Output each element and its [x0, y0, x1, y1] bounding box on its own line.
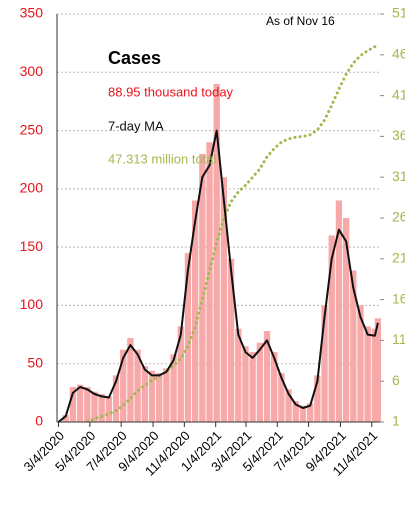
bar — [285, 389, 292, 422]
bar — [105, 396, 113, 422]
bar — [163, 368, 170, 422]
bar — [242, 346, 249, 422]
y2-tick-label: 36 — [392, 127, 405, 143]
bar — [227, 258, 235, 422]
y-tick-label: 100 — [20, 296, 44, 312]
bar — [220, 177, 228, 422]
bar — [235, 328, 242, 422]
annotation: 47.313 million total — [108, 151, 217, 166]
bar — [76, 384, 84, 422]
y2-tick-label: 6 — [392, 372, 400, 388]
annotation: 7-day MA — [108, 118, 164, 133]
y-tick-label: 200 — [20, 180, 44, 196]
bar — [364, 326, 371, 422]
bar — [350, 270, 357, 422]
y2-tick-label: 46 — [392, 46, 405, 62]
bar — [84, 387, 91, 422]
bar — [127, 338, 134, 422]
bar — [191, 200, 199, 422]
y2-tick-label: 16 — [392, 290, 405, 306]
y2-tick-label: 26 — [392, 209, 405, 225]
bar — [278, 373, 285, 422]
bar — [199, 153, 206, 422]
y2-tick-label: 21 — [392, 250, 405, 266]
bar — [307, 403, 314, 422]
bar — [314, 375, 321, 422]
bar — [299, 405, 307, 422]
bar — [342, 218, 350, 422]
cumulative-line — [83, 42, 380, 422]
annotation: 88.95 thousand today — [108, 84, 234, 99]
y-tick-label: 250 — [20, 121, 44, 137]
y-tick-label: 300 — [20, 63, 44, 79]
ma-line — [57, 129, 379, 422]
bar — [112, 375, 120, 422]
bar — [263, 331, 271, 422]
bar — [98, 394, 105, 422]
bar — [120, 349, 127, 422]
y-tick-label: 50 — [27, 354, 43, 370]
bar — [271, 352, 278, 422]
bar — [148, 370, 156, 422]
bar — [156, 373, 163, 422]
y2-tick-label: 11 — [392, 331, 405, 347]
bar — [292, 401, 299, 422]
bar — [184, 252, 192, 422]
bar — [256, 342, 263, 422]
chart-title: Cases — [108, 48, 161, 68]
bar — [213, 83, 220, 422]
bar — [134, 349, 141, 422]
annotation: As of Nov 16 — [266, 14, 335, 28]
bar — [177, 326, 184, 422]
bar — [91, 391, 98, 422]
bar — [62, 415, 69, 422]
y2-tick-label: 51 — [392, 5, 405, 21]
bar — [69, 387, 77, 422]
bar — [374, 318, 381, 422]
bar — [335, 200, 343, 422]
bar — [249, 352, 256, 422]
bar — [170, 354, 177, 422]
y2-tick-label: 1 — [392, 413, 400, 429]
bar — [357, 305, 364, 422]
bar — [141, 366, 148, 422]
y-tick-label: 350 — [20, 5, 44, 21]
y2-tick-label: 41 — [392, 86, 405, 102]
bar — [206, 142, 213, 422]
y-tick-label: 150 — [20, 238, 44, 254]
bar — [328, 235, 335, 422]
bar — [321, 305, 328, 422]
y-tick-label: 0 — [35, 413, 43, 429]
y2-tick-label: 31 — [392, 168, 405, 184]
